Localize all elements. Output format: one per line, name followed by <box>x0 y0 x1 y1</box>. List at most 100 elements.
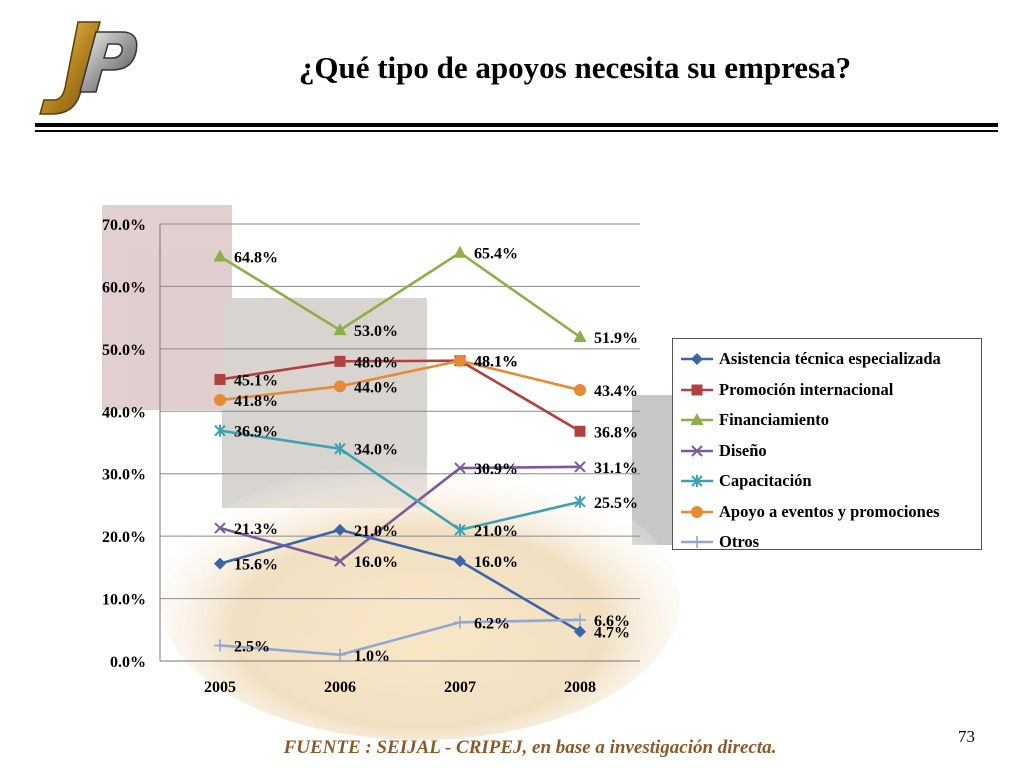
data-label: 4.7% <box>594 625 630 642</box>
data-label: 48.1% <box>474 354 518 371</box>
data-point <box>214 522 226 534</box>
x-tick-label: 2006 <box>324 679 356 696</box>
data-point <box>214 394 226 407</box>
data-label: 25.5% <box>594 495 638 512</box>
jp-logo-icon <box>30 14 142 122</box>
data-point <box>691 536 703 549</box>
data-label: 2.5% <box>234 638 270 655</box>
data-point <box>574 425 586 437</box>
series-line <box>219 429 581 532</box>
data-point <box>691 384 703 396</box>
chart-legend: Asistencia técnica especializada Promoció… <box>672 338 982 552</box>
data-point <box>454 616 466 629</box>
legend-item: Apoyo a eventos y promociones <box>679 497 981 528</box>
data-label: 21.0% <box>474 523 518 540</box>
series-line <box>219 251 581 339</box>
data-point <box>454 354 466 367</box>
data-point <box>454 523 466 536</box>
data-label: 51.9% <box>594 330 638 347</box>
y-tick-label: 20.0% <box>102 529 146 546</box>
legend-item: Asistencia técnica especializada <box>679 344 981 375</box>
series-line <box>219 359 581 402</box>
data-point <box>574 613 586 626</box>
data-label: 6.6% <box>594 613 630 630</box>
legend-label: Capacitación <box>719 471 812 491</box>
data-label: 36.8% <box>594 424 638 441</box>
series-line <box>219 465 581 563</box>
x-tick-label: 2007 <box>444 679 476 696</box>
title-divider-thin <box>35 130 998 132</box>
legend-item: Capacitación <box>679 466 981 497</box>
series-line <box>219 618 581 657</box>
legend-label: Apoyo a eventos y promociones <box>719 501 940 521</box>
data-label: 45.1% <box>234 372 278 389</box>
legend-label: Diseño <box>719 440 767 460</box>
data-point <box>574 384 586 397</box>
data-point <box>334 442 346 455</box>
x-tick-label: 2005 <box>204 679 236 696</box>
data-point <box>574 495 586 508</box>
series-asistencia-tecnica-especializada <box>214 523 586 638</box>
series-otros <box>214 613 586 661</box>
data-point <box>334 555 346 567</box>
data-label: 21.0% <box>354 523 398 540</box>
x-tick-label: 2008 <box>564 679 596 696</box>
data-label: 6.2% <box>474 615 510 632</box>
data-point <box>573 329 587 342</box>
data-point <box>213 249 227 262</box>
legend-label: Otros <box>719 532 760 552</box>
series-financiamiento <box>213 245 587 342</box>
data-point <box>691 475 703 488</box>
data-point <box>214 557 226 570</box>
y-tick-label: 50.0% <box>102 342 146 359</box>
data-point <box>454 462 466 474</box>
series-diseno <box>214 461 586 567</box>
title-divider <box>35 123 998 127</box>
series-line <box>219 528 581 633</box>
data-point <box>333 323 347 336</box>
y-tick-label: 0.0% <box>110 654 146 671</box>
legend-key-icon <box>681 353 713 366</box>
data-point <box>334 523 346 536</box>
data-point <box>691 505 703 518</box>
data-point <box>453 245 467 258</box>
data-point <box>574 625 586 638</box>
legend-label: Financiamiento <box>719 410 829 430</box>
data-point <box>454 555 466 568</box>
data-label: 16.0% <box>354 554 398 571</box>
y-tick-label: 60.0% <box>102 279 146 296</box>
data-point <box>214 424 226 437</box>
series-line <box>219 359 581 433</box>
legend-label: Promoción internacional <box>719 379 894 399</box>
legend-key-icon <box>681 505 713 518</box>
legend-item: Diseño <box>679 436 981 467</box>
data-label: 41.8% <box>234 393 278 410</box>
data-label: 44.0% <box>354 379 398 396</box>
data-point <box>690 413 704 426</box>
data-label: 31.1% <box>594 460 638 477</box>
data-point <box>334 648 346 661</box>
data-point <box>214 373 226 385</box>
background-photo <box>102 205 680 740</box>
data-label: 48.1% <box>474 354 518 371</box>
y-tick-label: 70.0% <box>102 217 146 234</box>
data-label: 36.9% <box>234 424 278 441</box>
data-label: 64.8% <box>234 249 278 266</box>
legend-item: Financiamiento <box>679 405 981 436</box>
series-capacitacion <box>214 424 586 536</box>
legend-label: Asistencia técnica especializada <box>719 349 941 369</box>
data-label: 48.0% <box>354 354 398 371</box>
data-point <box>334 355 346 367</box>
legend-key-icon <box>681 413 713 426</box>
data-label: 16.0% <box>474 554 518 571</box>
data-point <box>334 380 346 393</box>
y-tick-label: 40.0% <box>102 404 146 421</box>
legend-key-icon <box>681 536 713 549</box>
data-label: 53.0% <box>354 323 398 340</box>
data-point <box>691 353 703 366</box>
data-label: 15.6% <box>234 557 278 574</box>
data-point <box>214 639 226 652</box>
data-point <box>691 445 703 457</box>
y-tick-label: 30.0% <box>102 467 146 484</box>
